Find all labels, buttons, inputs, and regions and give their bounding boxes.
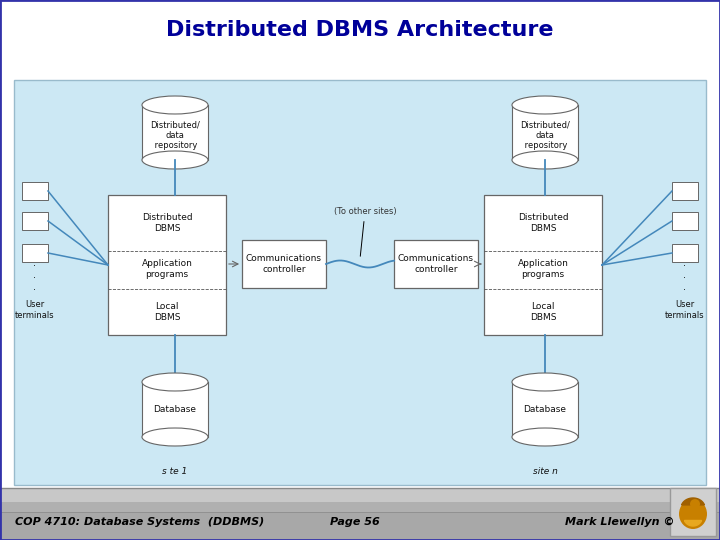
Bar: [672, 182, 698, 200]
Bar: [142, 382, 208, 437]
Text: Application
programs: Application programs: [142, 260, 192, 279]
Ellipse shape: [512, 373, 578, 391]
Ellipse shape: [142, 428, 208, 446]
Bar: [142, 105, 208, 160]
Ellipse shape: [142, 96, 208, 114]
Text: COP 4710: Database Systems  (DDBMS): COP 4710: Database Systems (DDBMS): [15, 517, 264, 527]
Text: Communications
controller: Communications controller: [398, 254, 474, 274]
Bar: [670, 488, 716, 536]
Ellipse shape: [512, 151, 578, 169]
Bar: [14, 80, 706, 485]
Text: User
terminals: User terminals: [15, 300, 55, 320]
Bar: [22, 244, 48, 262]
Bar: [0, 512, 720, 540]
Text: Distributed/
data
 repository: Distributed/ data repository: [520, 120, 570, 150]
Bar: [394, 240, 478, 288]
Bar: [512, 382, 578, 437]
Text: Communications
controller: Communications controller: [246, 254, 322, 274]
Text: Application
programs: Application programs: [518, 260, 568, 279]
Text: Local
DBMS: Local DBMS: [530, 302, 557, 322]
Text: Database: Database: [523, 406, 567, 415]
Bar: [672, 244, 698, 262]
Text: Mark Llewellyn ©: Mark Llewellyn ©: [565, 517, 675, 527]
Ellipse shape: [679, 499, 707, 529]
Bar: [0, 488, 720, 540]
Polygon shape: [685, 521, 701, 526]
Bar: [22, 212, 48, 230]
Text: Page 56: Page 56: [330, 517, 380, 527]
Bar: [242, 240, 326, 288]
Text: ·
·
·: · · ·: [683, 261, 686, 295]
Text: User
terminals: User terminals: [665, 300, 705, 320]
Ellipse shape: [512, 428, 578, 446]
Text: Distributed
DBMS: Distributed DBMS: [518, 213, 568, 233]
Bar: [22, 182, 48, 200]
Polygon shape: [682, 498, 704, 505]
Text: Distributed
DBMS: Distributed DBMS: [142, 213, 192, 233]
Text: Distributed/
data
 repository: Distributed/ data repository: [150, 120, 200, 150]
Bar: [108, 195, 226, 335]
Ellipse shape: [142, 373, 208, 391]
Text: (To other sites): (To other sites): [333, 207, 396, 256]
Text: Database: Database: [153, 406, 197, 415]
Circle shape: [690, 499, 700, 509]
Bar: [512, 105, 578, 160]
Bar: [0, 502, 720, 540]
Text: Distributed DBMS Architecture: Distributed DBMS Architecture: [166, 20, 554, 40]
Bar: [484, 195, 602, 335]
Text: ·
·
·: · · ·: [34, 261, 37, 295]
Text: site n: site n: [533, 468, 557, 476]
Ellipse shape: [512, 96, 578, 114]
Ellipse shape: [142, 151, 208, 169]
Bar: [672, 212, 698, 230]
Text: s te 1: s te 1: [163, 468, 188, 476]
Text: Local
DBMS: Local DBMS: [154, 302, 180, 322]
